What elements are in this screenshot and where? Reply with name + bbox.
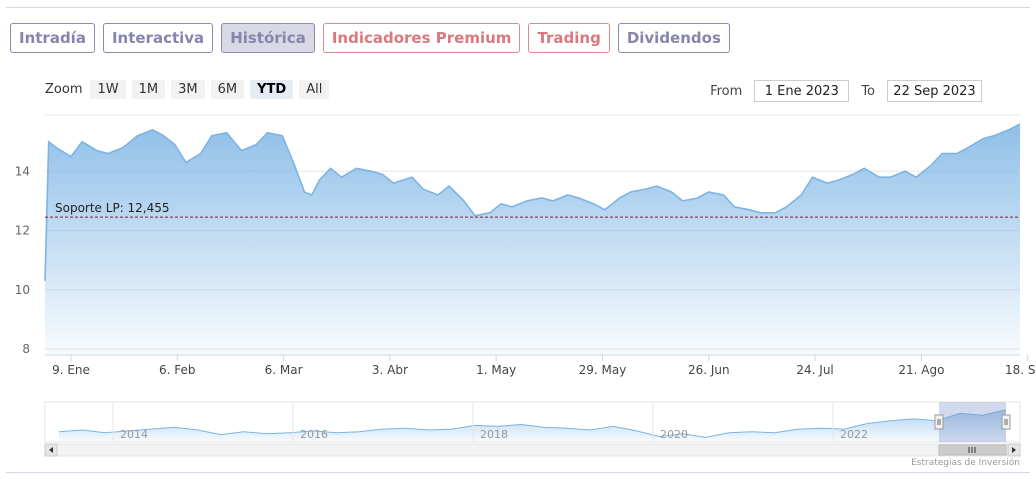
scrollbar-track[interactable] — [44, 443, 1021, 457]
tab-trading[interactable]: Trading — [528, 23, 610, 53]
zoom-1w-button[interactable]: 1W — [90, 80, 126, 99]
navigator-handle-right[interactable] — [1001, 414, 1011, 430]
navigator-year-label: 2014 — [120, 428, 148, 441]
price-area — [45, 123, 1020, 356]
navigator-selection[interactable] — [939, 402, 1006, 442]
zoom-all-button[interactable]: All — [299, 80, 330, 99]
tab-bar: Intradía Interactiva Histórica Indicador… — [10, 23, 730, 53]
y-tick-label: 14 — [15, 164, 30, 178]
from-label: From — [710, 83, 743, 99]
navigator-year-label: 2018 — [480, 428, 508, 441]
y-tick-label: 8 — [22, 342, 30, 356]
credits: Estrategias de Inversión — [911, 458, 1020, 468]
series-layer — [44, 123, 1021, 356]
navigator-year-label: 2020 — [660, 428, 688, 441]
arrow-right-icon — [1012, 447, 1016, 453]
top-divider — [6, 7, 1030, 8]
x-tick-label: 6. Mar — [265, 363, 303, 377]
zoom-1m-button[interactable]: 1M — [131, 80, 166, 99]
zoom-3m-button[interactable]: 3M — [171, 80, 205, 99]
y-tick-label: 10 — [15, 283, 30, 297]
y-tick-label: 12 — [15, 224, 30, 238]
zoom-ytd-button[interactable]: YTD — [250, 80, 294, 99]
x-tick-label: 26. Jun — [688, 363, 730, 377]
date-range: From To — [710, 80, 982, 102]
x-tick-label: 24. Jul — [796, 363, 833, 377]
x-tick-label: 18. Sep — [1005, 363, 1036, 377]
x-tick-label: 1. May — [476, 363, 516, 377]
arrow-left-icon — [49, 447, 53, 453]
x-tick-label: 6. Feb — [159, 363, 196, 377]
navigator[interactable]: 2014 2016 2018 2020 2022 — [44, 401, 1021, 457]
to-date-input[interactable] — [887, 80, 982, 102]
x-tick-label: 3. Abr — [372, 363, 408, 377]
tab-dividendos[interactable]: Dividendos — [617, 23, 730, 53]
navigator-handle-left[interactable] — [934, 414, 944, 430]
zoom-selector: Zoom 1W 1M 3M 6M YTD All — [45, 80, 330, 99]
x-tick-label: 9. Ene — [52, 363, 90, 377]
tab-interactiva[interactable]: Interactiva — [102, 23, 214, 53]
zoom-6m-button[interactable]: 6M — [210, 80, 245, 99]
support-label: Soporte LP: 12,455 — [55, 201, 170, 215]
zoom-label: Zoom — [45, 82, 83, 97]
navigator-line — [58, 409, 1007, 438]
tab-historica[interactable]: Histórica — [221, 23, 315, 53]
tab-intradia[interactable]: Intradía — [10, 23, 95, 53]
axis-layer: 8 10 12 14 9. Ene 6. Feb 6. Mar 3. Abr 1. May 29.… — [15, 164, 1036, 377]
navigator-year-label: 2016 — [300, 428, 328, 441]
bottom-divider — [6, 472, 1030, 473]
annotation-layer: Soporte LP: 12,455 — [45, 201, 1020, 218]
from-date-input[interactable] — [754, 80, 850, 102]
price-line — [44, 123, 1021, 281]
navigator-year-label: 2022 — [840, 428, 868, 441]
to-label: To — [861, 83, 875, 99]
tab-indicadores-premium[interactable]: Indicadores Premium — [322, 23, 521, 53]
x-tick-label: 21. Ago — [898, 363, 944, 377]
x-tick-label: 29. May — [579, 363, 627, 377]
